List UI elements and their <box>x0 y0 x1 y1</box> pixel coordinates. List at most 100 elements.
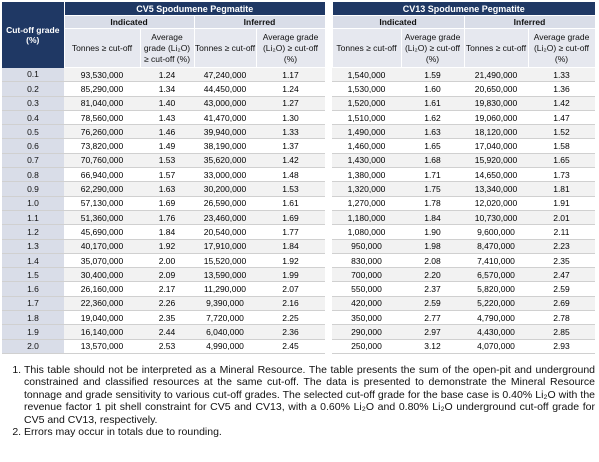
cutoff-header: Cut-off grade (%) <box>2 2 64 68</box>
value-cell: 1.24 <box>140 67 194 83</box>
column-header: Average grade (Li₂O) ≥ cut-off (%) <box>400 28 465 68</box>
data-row: 1.8 19,040,000 2.35 7,720,000 2.25 350,000 2.7… <box>2 310 595 326</box>
cutoff-cell: 0.2 <box>2 81 64 97</box>
header-row: Cut-off grade (%) CV5 Spodumene Pegmatite… <box>2 2 595 68</box>
value-cell: 1.37 <box>256 138 325 154</box>
data-row: 1.1 51,360,000 1.76 23,460,000 1.69 1,180,000… <box>2 210 595 226</box>
data-row: 1.0 57,130,000 1.69 26,590,000 1.61 1,270,000… <box>2 196 595 211</box>
value-cell: 7,410,000 <box>464 253 528 269</box>
value-cell: 26,160,000 <box>64 281 140 297</box>
value-cell: 1.27 <box>256 96 325 111</box>
value-cell: 1.65 <box>401 138 464 154</box>
value-cell: 1.76 <box>140 210 194 226</box>
value-cell: 1.42 <box>528 96 595 111</box>
value-cell: 78,560,000 <box>64 110 140 126</box>
value-cell: 250,000 <box>332 339 401 354</box>
subgroup-title: Inferred <box>463 15 596 29</box>
value-cell: 2.59 <box>528 281 595 297</box>
column-header: Tonnes ≥ cut-off <box>331 28 402 68</box>
value-cell: 950,000 <box>332 239 401 254</box>
spacer <box>325 196 332 211</box>
value-cell: 1,270,000 <box>332 196 401 211</box>
value-cell: 1,540,000 <box>332 67 401 83</box>
value-cell: 13,340,000 <box>464 181 528 197</box>
spacer <box>325 324 332 340</box>
value-cell: 1.34 <box>140 81 194 97</box>
spacer <box>325 296 332 311</box>
value-cell: 47,240,000 <box>194 67 256 83</box>
value-cell: 35,070,000 <box>64 253 140 269</box>
value-cell: 4,790,000 <box>464 310 528 326</box>
data-row: 0.1 93,530,000 1.24 47,240,000 1.17 1,540,000… <box>2 67 595 83</box>
value-cell: 1.53 <box>140 153 194 169</box>
data-row: 0.4 78,560,000 1.43 41,470,000 1.30 1,510,000… <box>2 110 595 126</box>
value-cell: 2.35 <box>140 310 194 326</box>
value-cell: 10,730,000 <box>464 210 528 226</box>
value-cell: 73,820,000 <box>64 138 140 154</box>
cutoff-cell: 0.8 <box>2 167 64 183</box>
value-cell: 30,200,000 <box>194 181 256 197</box>
value-cell: 2.36 <box>256 324 325 340</box>
value-cell: 76,260,000 <box>64 124 140 140</box>
value-cell: 2.25 <box>256 310 325 326</box>
cutoff-cell: 0.6 <box>2 138 64 154</box>
data-row: 0.6 73,820,000 1.49 38,190,000 1.37 1,460,000… <box>2 138 595 154</box>
data-row: 1.5 30,400,000 2.09 13,590,000 1.99 700,000 2.… <box>2 267 595 283</box>
value-cell: 40,170,000 <box>64 239 140 254</box>
value-cell: 45,690,000 <box>64 224 140 240</box>
cutoff-cell: 1.4 <box>2 253 64 269</box>
spacer <box>325 253 332 268</box>
cutoff-cell: 0.7 <box>2 153 64 169</box>
value-cell: 2.11 <box>528 224 595 240</box>
value-cell: 33,000,000 <box>194 167 256 183</box>
spacer <box>325 281 332 297</box>
value-cell: 26,590,000 <box>194 196 256 211</box>
data-row: 1.9 16,140,000 2.44 6,040,000 2.36 290,000 2.9… <box>2 324 595 340</box>
value-cell: 1.68 <box>401 153 464 169</box>
value-cell: 1.81 <box>528 181 595 197</box>
value-cell: 6,570,000 <box>464 267 528 283</box>
value-cell: 1.99 <box>256 267 325 283</box>
value-cell: 420,000 <box>332 296 401 312</box>
value-cell: 1.61 <box>256 196 325 211</box>
value-cell: 16,140,000 <box>64 324 140 340</box>
value-cell: 51,360,000 <box>64 210 140 226</box>
value-cell: 2.17 <box>140 281 194 297</box>
value-cell: 8,470,000 <box>464 239 528 254</box>
value-cell: 1.58 <box>528 138 595 154</box>
value-cell: 20,540,000 <box>194 224 256 240</box>
value-cell: 1.40 <box>140 96 194 111</box>
value-cell: 2.44 <box>140 324 194 340</box>
cutoff-cell: 1.2 <box>2 224 64 240</box>
value-cell: 830,000 <box>332 253 401 269</box>
data-row: 0.3 81,040,000 1.40 43,000,000 1.27 1,520,000… <box>2 96 595 111</box>
value-cell: 2.45 <box>256 339 325 354</box>
cutoff-cell: 0.3 <box>2 96 64 111</box>
data-row: 1.6 26,160,000 2.17 11,290,000 2.07 550,000 2.… <box>2 281 595 297</box>
spacer <box>325 224 332 240</box>
value-cell: 1.52 <box>528 124 595 140</box>
value-cell: 2.07 <box>256 281 325 297</box>
value-cell: 2.59 <box>401 296 464 312</box>
value-cell: 41,470,000 <box>194 110 256 126</box>
value-cell: 19,040,000 <box>64 310 140 326</box>
value-cell: 1.33 <box>256 124 325 140</box>
value-cell: 1,380,000 <box>332 167 401 183</box>
value-cell: 7,720,000 <box>194 310 256 326</box>
spacer <box>325 339 332 354</box>
value-cell: 2.16 <box>256 296 325 312</box>
value-cell: 1.42 <box>256 153 325 169</box>
column-header: Average grade (Li₂O) ≥ cut-off (%) <box>255 28 326 68</box>
value-cell: 17,910,000 <box>194 239 256 254</box>
value-cell: 1,180,000 <box>332 210 401 226</box>
value-cell: 2.23 <box>528 239 595 254</box>
value-cell: 43,000,000 <box>194 96 256 111</box>
column-header: Tonnes ≥ cut-off <box>63 28 141 68</box>
cutoff-cell: 1.3 <box>2 239 64 254</box>
spacer <box>325 181 332 197</box>
column-header: Tonnes ≥ cut-off <box>193 28 257 68</box>
value-cell: 5,220,000 <box>464 296 528 312</box>
value-cell: 1,080,000 <box>332 224 401 240</box>
value-cell: 2.93 <box>528 339 595 354</box>
